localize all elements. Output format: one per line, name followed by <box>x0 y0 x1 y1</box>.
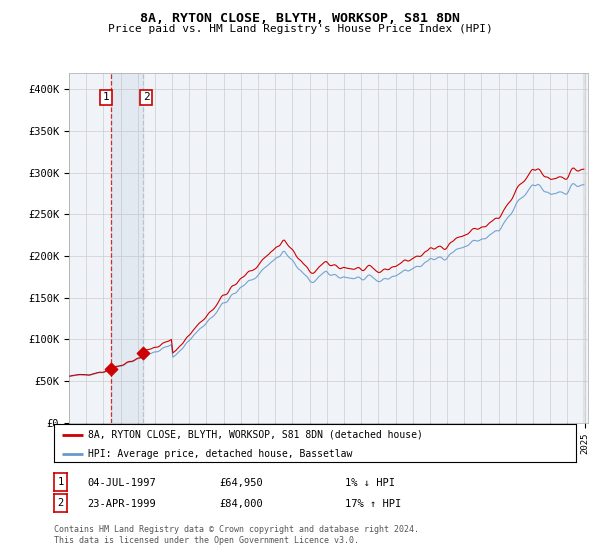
Text: 23-APR-1999: 23-APR-1999 <box>87 499 156 509</box>
Text: HPI: Average price, detached house, Bassetlaw: HPI: Average price, detached house, Bass… <box>88 449 352 459</box>
Text: Contains HM Land Registry data © Crown copyright and database right 2024.
This d: Contains HM Land Registry data © Crown c… <box>54 525 419 545</box>
Text: 8A, RYTON CLOSE, BLYTH, WORKSOP, S81 8DN: 8A, RYTON CLOSE, BLYTH, WORKSOP, S81 8DN <box>140 12 460 25</box>
Bar <box>583 73 584 423</box>
Point <box>138 348 148 357</box>
Bar <box>111 73 143 423</box>
Point <box>106 364 116 373</box>
Text: 17% ↑ HPI: 17% ↑ HPI <box>345 499 401 509</box>
Text: £64,950: £64,950 <box>219 478 263 488</box>
Text: 1: 1 <box>58 477 64 487</box>
Text: 2: 2 <box>58 498 64 508</box>
Text: 2: 2 <box>143 92 149 102</box>
Text: £84,000: £84,000 <box>219 499 263 509</box>
Text: 04-JUL-1997: 04-JUL-1997 <box>87 478 156 488</box>
Text: 1% ↓ HPI: 1% ↓ HPI <box>345 478 395 488</box>
Text: Price paid vs. HM Land Registry's House Price Index (HPI): Price paid vs. HM Land Registry's House … <box>107 24 493 34</box>
Text: 8A, RYTON CLOSE, BLYTH, WORKSOP, S81 8DN (detached house): 8A, RYTON CLOSE, BLYTH, WORKSOP, S81 8DN… <box>88 430 423 440</box>
Text: 1: 1 <box>103 92 109 102</box>
